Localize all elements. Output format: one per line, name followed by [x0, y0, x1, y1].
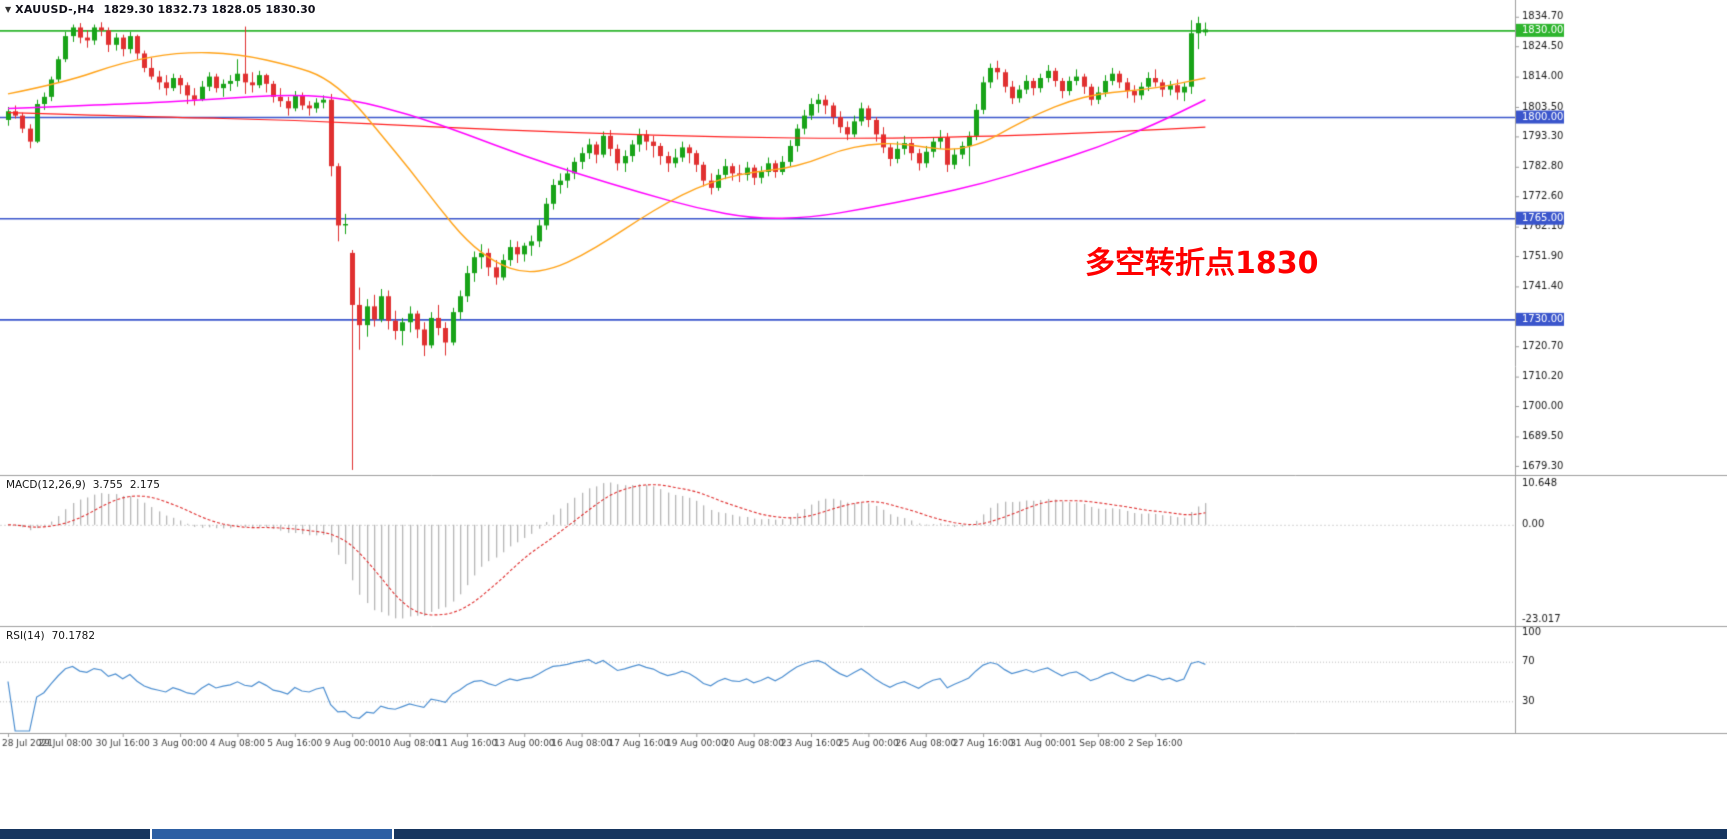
macd-indicator-label: MACD(12,26,9) 3.755 2.175 — [6, 479, 160, 491]
rsi-name: RSI(14) — [6, 630, 45, 642]
ohlc-values: 1829.30 1832.73 1828.05 1830.30 — [103, 3, 316, 16]
macd-name: MACD(12,26,9) — [6, 479, 86, 491]
taskbar-window-button[interactable] — [150, 829, 394, 839]
chart-title: ▼ XAUUSD-,H4 1829.30 1832.73 1828.05 1830.… — [5, 3, 315, 16]
macd-signal-value: 2.175 — [129, 479, 160, 491]
rsi-indicator-label: RSI(14) 70.1782 — [6, 630, 95, 642]
symbol-timeframe-label: XAUUSD-,H4 — [15, 3, 95, 16]
symbol-marker-icon: ▼ — [5, 5, 12, 14]
chart-annotation: 多空转折点1830 — [1085, 246, 1319, 281]
rsi-value: 70.1782 — [51, 630, 96, 642]
macd-main-value: 3.755 — [92, 479, 123, 491]
taskbar-strip — [0, 829, 1727, 839]
